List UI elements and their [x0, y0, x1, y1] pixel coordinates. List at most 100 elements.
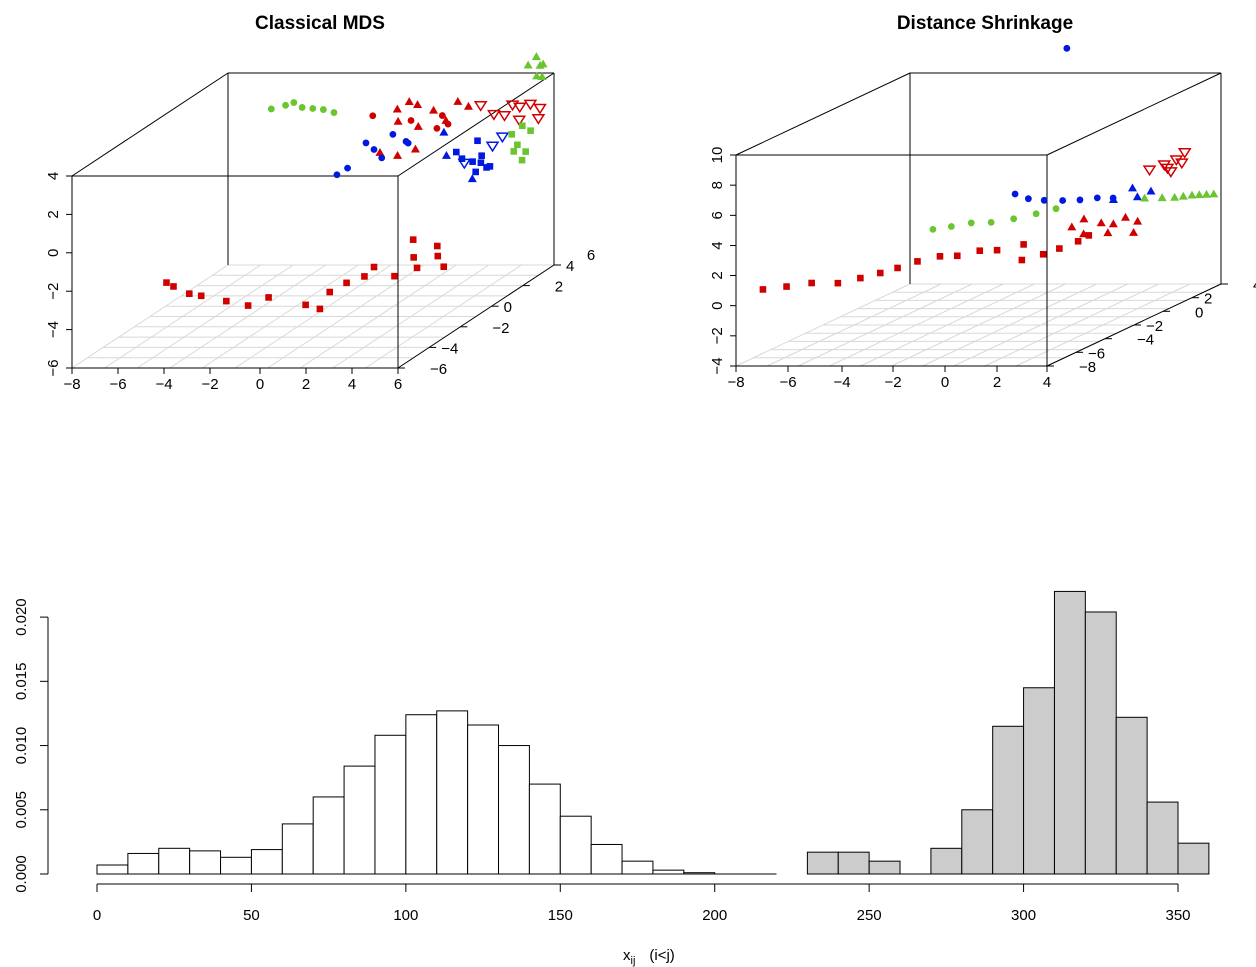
data-point-circle-41: [433, 124, 441, 132]
data-point-triangle-30: [393, 116, 403, 125]
data-point-triangle-72: [531, 52, 541, 60]
histogram-bar-white-11: [436, 710, 469, 875]
box-edge: [1046, 72, 1222, 156]
data-point-circle-39: [369, 112, 377, 120]
data-point-square-14: [1018, 256, 1026, 264]
data-point-triangle-down-75: [512, 102, 527, 114]
data-point-circle-45: [370, 146, 378, 153]
data-point-circle-26: [330, 109, 338, 116]
data-point-square-57: [486, 163, 494, 170]
data-point-square-18: [1085, 232, 1093, 239]
box-edge: [71, 72, 229, 177]
data-point-circle-44: [362, 139, 370, 147]
data-point-circle-48: [389, 130, 397, 138]
box-edge: [397, 72, 555, 177]
data-point-square-0: [163, 279, 170, 286]
data-point-circle-22: [987, 218, 995, 226]
data-point-circle-26: [1024, 195, 1032, 203]
data-point-circle-51: [333, 171, 341, 179]
data-point-square-15: [413, 264, 421, 272]
x-tick-label: −8: [727, 374, 744, 391]
x-tick-label: 4: [348, 376, 356, 393]
histogram-bar-white-12: [467, 724, 500, 875]
x-tick-label: 6: [394, 376, 402, 393]
data-point-square-56: [478, 152, 485, 159]
data-point-triangle-53: [1140, 193, 1150, 202]
data-point-triangle-down-48: [1169, 155, 1184, 167]
data-point-circle-29: [1076, 196, 1084, 204]
grid-line: [299, 264, 457, 369]
y-tick-label: −8: [1079, 359, 1096, 376]
histogram-bar-grey-12: [1177, 842, 1210, 875]
histogram-bar-white-6: [281, 823, 314, 875]
histogram-x-axis-label: xij (i<j): [623, 947, 675, 967]
histogram-bar-grey-6: [992, 725, 1025, 875]
histogram-bar-white-1: [127, 852, 160, 875]
x-tick-label: 350: [1165, 907, 1190, 924]
data-point-triangle-37: [1067, 222, 1077, 231]
data-point-triangle-29: [413, 100, 423, 109]
histogram-bar-white-16: [590, 843, 623, 875]
data-point-circle-24: [309, 105, 317, 112]
data-point-square-16: [409, 236, 417, 243]
x-tick-label: −4: [155, 376, 172, 393]
data-point-square-1: [759, 286, 767, 293]
data-point-circle-19: [929, 225, 937, 233]
histogram-bar-white-4: [220, 856, 252, 875]
x-tick-label: 0: [941, 374, 949, 391]
data-point-square-6: [265, 294, 272, 301]
data-point-triangle-33: [375, 148, 385, 156]
grid-line: [332, 264, 490, 369]
histogram-bar-grey-2: [868, 860, 901, 875]
data-point-triangle-43: [1079, 229, 1089, 238]
data-point-triangle-71: [537, 72, 547, 81]
data-point-circle-20: [947, 223, 955, 230]
data-point-square-9: [326, 288, 334, 296]
y-tick-label: 2: [555, 279, 563, 296]
data-point-triangle-down-78: [531, 113, 546, 125]
data-points: [163, 52, 548, 313]
data-point-triangle-40: [1108, 219, 1118, 228]
x-tick-label: −6: [109, 376, 126, 393]
data-point-triangle-down-49: [1177, 147, 1192, 159]
data-point-square-10: [343, 279, 350, 287]
y-tick-label: −2: [492, 320, 509, 337]
y-tick-label: 2: [1204, 291, 1212, 308]
histogram-bar-grey-10: [1115, 716, 1148, 875]
data-points: [759, 44, 1219, 293]
data-point-triangle-63: [439, 127, 449, 136]
data-point-square-54: [469, 158, 476, 165]
x-tick-label: 0: [256, 376, 264, 393]
z-tick-label: 8: [709, 181, 726, 189]
data-point-circle-32: [1011, 190, 1019, 198]
histogram-bar-white-10: [405, 714, 438, 875]
histogram-bar-grey-1: [837, 851, 870, 875]
data-point-square-6: [876, 269, 884, 277]
x-tick-label: −4: [833, 374, 850, 391]
data-point-square-82: [508, 131, 515, 138]
data-point-triangle-down-46: [1142, 165, 1157, 177]
data-point-triangle-32: [429, 105, 439, 114]
y-tick-label: 0.010: [13, 727, 30, 765]
data-point-triangle-36: [453, 96, 463, 105]
y-tick-label: 0: [504, 299, 512, 316]
data-point-square-14: [410, 254, 417, 261]
x-tick-label: 150: [548, 907, 573, 924]
data-point-square-5: [857, 274, 864, 282]
data-point-circle-23: [298, 104, 306, 111]
z-tick-label: 2: [45, 210, 62, 218]
data-point-triangle-39: [1096, 218, 1106, 227]
grid-line: [953, 283, 1128, 367]
x-tick-label: 4: [1043, 374, 1051, 391]
grid-line: [984, 283, 1160, 367]
data-point-square-13: [391, 272, 398, 280]
x-tick-label: −2: [884, 374, 901, 391]
z-tick-label: 0: [709, 301, 726, 309]
x-tick-label: 250: [857, 907, 882, 924]
data-point-triangle-60: [1209, 189, 1219, 198]
histogram-bar-grey-5: [961, 809, 994, 875]
data-point-circle-27: [1040, 196, 1048, 204]
data-point-square-10: [953, 252, 961, 260]
